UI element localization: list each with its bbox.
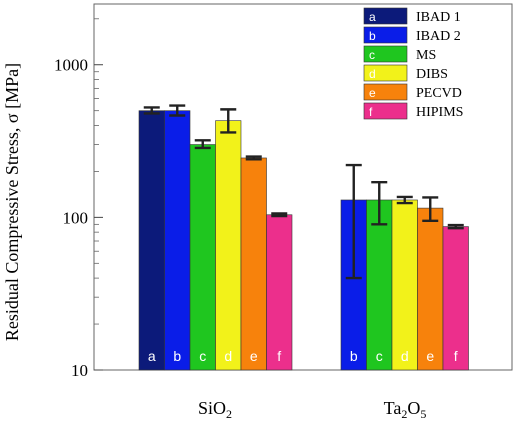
error-bar-e-cat1	[422, 196, 439, 222]
bar-e-cat0	[240, 157, 267, 371]
bar-code-c-cat1: c	[376, 348, 383, 364]
legend: a IBAD 1 b IBAD 2 c MS d DIBS e PECVD f HIPIMS	[363, 7, 463, 120]
error-bar-f-cat0	[271, 212, 288, 218]
error-bar-e-cat0	[245, 155, 262, 161]
legend-label: HIPIMS	[416, 105, 463, 120]
bar-code-b-cat1: b	[350, 348, 358, 364]
bar-code-a-cat0: a	[148, 348, 156, 364]
x-category-label: Ta2O5	[384, 398, 427, 421]
bar-d-cat1	[391, 199, 418, 371]
bar-code-c-cat0: c	[199, 348, 206, 364]
bar-code-labels-layer: a b bc cd de ef f	[148, 348, 458, 364]
bar-f-cat0	[266, 214, 293, 371]
legend-item-a: a IBAD 1	[363, 7, 461, 25]
error-bar-d-cat0	[220, 108, 237, 134]
error-bar-b-cat0	[169, 104, 186, 117]
plot-frame	[93, 3, 513, 371]
bar-code-d-cat1: d	[401, 348, 409, 364]
x-category-label: SiO2	[198, 398, 232, 421]
legend-swatch	[363, 45, 408, 63]
legend-swatch	[363, 102, 408, 120]
legend-item-f: f HIPIMS	[363, 102, 463, 120]
error-bar-f-cat1	[447, 223, 464, 230]
bar-b-cat0	[164, 110, 191, 371]
bars-layer	[138, 110, 469, 371]
legend-code: a	[369, 10, 376, 24]
bar-d-cat0	[215, 120, 242, 371]
legend-swatch	[363, 7, 408, 25]
legend-item-e: e PECVD	[363, 83, 462, 101]
legend-code: f	[369, 105, 373, 119]
legend-code: e	[369, 86, 376, 100]
x-axis: SiO2 Ta2O5	[198, 398, 426, 421]
legend-item-d: d DIBS	[363, 64, 448, 82]
legend-code: d	[369, 67, 376, 81]
bar-code-f-cat1: f	[454, 348, 458, 364]
error-bar-a-cat0	[143, 106, 160, 115]
bar-a-cat0	[138, 110, 165, 371]
legend-label: PECVD	[416, 86, 462, 101]
y-axis-label: Residual Compressive Stress, σ [MPa]	[2, 63, 22, 341]
y-tick-label: 10	[71, 361, 88, 380]
bar-code-b-cat0: b	[173, 348, 181, 364]
bar-e-cat1	[417, 207, 444, 371]
legend-swatch	[363, 83, 408, 101]
legend-item-c: c MS	[363, 45, 436, 63]
bar-c-cat0	[189, 144, 216, 371]
legend-item-b: b IBAD 2	[363, 26, 461, 44]
error-bar-d-cat1	[396, 195, 413, 205]
legend-code: b	[369, 29, 376, 43]
bar-code-e-cat1: e	[426, 348, 434, 364]
y-tick-label: 100	[63, 208, 89, 227]
error-bars-layer	[143, 104, 464, 280]
error-bar-b-cat1	[345, 163, 362, 280]
legend-code: c	[369, 48, 375, 62]
bar-code-d-cat0: d	[224, 348, 232, 364]
legend-swatch	[363, 64, 408, 82]
bar-code-f-cat0: f	[277, 348, 281, 364]
error-bar-c-cat1	[371, 180, 388, 226]
legend-label: MS	[416, 48, 436, 63]
bar-code-e-cat0: e	[250, 348, 258, 364]
legend-label: IBAD 1	[416, 10, 461, 25]
legend-label: IBAD 2	[416, 29, 461, 44]
error-bar-c-cat0	[194, 139, 211, 150]
y-axis: 10 100 1000	[54, 18, 103, 380]
legend-label: DIBS	[416, 67, 448, 82]
bar-c-cat1	[366, 199, 393, 371]
legend-swatch	[363, 26, 408, 44]
y-tick-label: 1000	[54, 56, 88, 75]
